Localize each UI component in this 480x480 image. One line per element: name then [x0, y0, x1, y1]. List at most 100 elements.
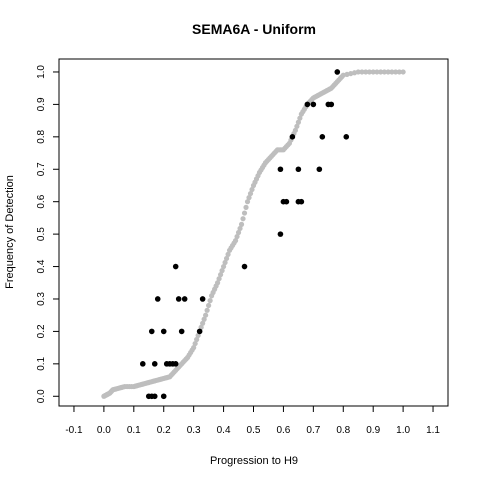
data-point	[160, 393, 167, 400]
x-tick-label: 0.6	[276, 425, 290, 436]
data-point	[196, 328, 203, 335]
data-point	[178, 328, 185, 335]
data-point	[334, 69, 341, 75]
curve-point	[220, 263, 227, 270]
curve-point	[201, 316, 207, 322]
curve-point	[295, 119, 301, 125]
data-point	[241, 263, 248, 270]
curve-point	[378, 69, 384, 75]
data-point	[343, 134, 350, 140]
curve-point	[192, 340, 198, 347]
curve-point	[200, 320, 206, 326]
curve-point	[247, 190, 254, 197]
curve-point	[206, 302, 212, 309]
data-point	[160, 328, 167, 335]
x-axis: -0.1 0.0 0.1 0.2 0.3 0.4 0.5 0.6 0.7 0.8 0.9 1.0 1.1	[65, 406, 440, 436]
data-points	[139, 69, 350, 400]
curve-point	[244, 199, 251, 205]
curve-point	[238, 221, 245, 227]
curve-point	[292, 127, 298, 133]
data-point	[199, 296, 206, 302]
curve-point	[389, 69, 395, 75]
curve-point	[240, 216, 246, 222]
data-point	[154, 296, 161, 302]
data-point	[310, 101, 317, 108]
data-point	[295, 166, 302, 173]
y-tick-label: 0.1	[36, 356, 47, 370]
curve-point	[194, 336, 200, 343]
curve-point	[234, 233, 240, 240]
data-point	[139, 361, 146, 367]
x-tick-label: 0.4	[217, 425, 231, 436]
curve-point	[370, 69, 376, 75]
data-point	[328, 101, 335, 108]
data-point	[148, 328, 155, 335]
data-point	[181, 296, 188, 302]
curve-point	[374, 69, 380, 75]
data-point	[289, 134, 296, 140]
curve-point	[235, 229, 242, 236]
curve-point	[222, 259, 228, 266]
curve-point	[204, 307, 210, 313]
curve-point	[214, 280, 221, 286]
curve-point	[355, 69, 361, 75]
curve-point	[232, 238, 239, 244]
curve-point	[294, 123, 300, 129]
data-point	[151, 361, 158, 367]
y-tick-label: 0.8	[36, 129, 47, 143]
x-tick-label: 0.5	[247, 425, 261, 436]
y-tick-label: 1.0	[36, 65, 47, 79]
y-tick-label: 0.5	[36, 227, 47, 241]
data-point	[277, 166, 284, 173]
reference-curve	[101, 69, 406, 399]
y-tick-label: 0.9	[36, 97, 47, 111]
chart-title: SEMA6A - Uniform	[192, 21, 316, 37]
x-tick-label: -0.1	[65, 425, 83, 436]
x-tick-label: 0.9	[366, 425, 380, 436]
data-point	[172, 263, 179, 270]
curve-point	[393, 69, 399, 75]
curve-point	[297, 115, 303, 121]
curve-point	[366, 69, 373, 75]
y-tick-label: 0.7	[36, 162, 47, 176]
curve-point	[359, 69, 365, 75]
data-point	[172, 361, 179, 367]
curve-point	[243, 204, 249, 210]
curve-point	[385, 69, 391, 75]
x-tick-label: 0.0	[97, 425, 111, 436]
curve-point	[396, 69, 402, 75]
curve-point	[381, 69, 388, 75]
data-point	[283, 198, 290, 205]
curve-point	[363, 69, 369, 75]
curve-point	[219, 268, 225, 274]
y-axis-label: Frequency of Detection	[4, 175, 16, 289]
data-point	[316, 166, 323, 173]
y-axis: 0.0 0.1 0.2 0.3 0.4 0.5 0.6 0.7 0.8 0.9 1.0	[36, 65, 59, 403]
curve-point	[217, 272, 224, 278]
data-point	[175, 296, 182, 302]
y-tick-label: 0.0	[36, 389, 47, 403]
y-tick-label: 0.4	[36, 259, 47, 273]
curve-point	[207, 298, 213, 304]
curve-point	[237, 225, 243, 232]
curve-point	[241, 210, 248, 216]
x-tick-label: 0.2	[157, 425, 171, 436]
y-tick-label: 0.6	[36, 194, 47, 208]
data-point	[151, 393, 158, 400]
data-point	[319, 134, 326, 140]
x-tick-label: 0.3	[187, 425, 201, 436]
x-axis-label: Progression to H9	[210, 455, 298, 467]
y-tick-label: 0.2	[36, 324, 47, 338]
curve-point	[191, 345, 197, 351]
x-tick-label: 0.1	[127, 425, 141, 436]
x-tick-label: 0.7	[306, 425, 320, 436]
data-point	[304, 101, 311, 108]
curve-point	[246, 195, 252, 201]
x-tick-label: 1.0	[396, 425, 410, 436]
y-tick-label: 0.3	[36, 292, 47, 306]
curve-point	[203, 312, 209, 318]
x-tick-label: 0.8	[336, 425, 350, 436]
curve-point	[216, 276, 222, 282]
